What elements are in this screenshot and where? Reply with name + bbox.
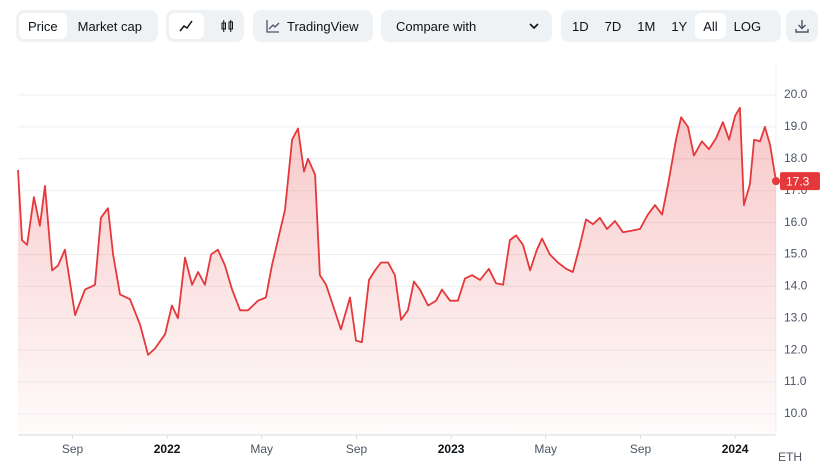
range-button[interactable]: LOG [733, 18, 762, 34]
download-icon [795, 20, 809, 33]
compare-label: Compare with [396, 18, 477, 34]
y-tick-label: 20.0 [784, 87, 808, 101]
x-tick-label: 2024 [722, 442, 749, 456]
area [18, 107, 776, 436]
x-tick-label: Sep [62, 442, 84, 456]
last-point [772, 177, 780, 186]
candle-chart-button[interactable] [210, 13, 245, 39]
y-tick-label: 12.0 [784, 342, 808, 356]
range-button[interactable]: 1Y [671, 18, 688, 34]
line-icon [179, 20, 193, 32]
x-tick-label: May [250, 442, 273, 456]
compare-dropdown[interactable]: Compare with [381, 10, 552, 42]
y-tick-label: 10.0 [784, 406, 808, 420]
y-tick-label: 13.0 [784, 310, 808, 324]
price-line [17, 106, 777, 356]
chart-style-toggle [166, 10, 244, 42]
y-tick-label: 11.0 [784, 374, 807, 388]
price-tag [780, 172, 820, 191]
tradingview-label: TradingView [287, 18, 359, 34]
chevron-icon [529, 23, 539, 30]
range-button[interactable]: 1M [637, 18, 656, 34]
price-button[interactable]: Price [19, 13, 67, 39]
range-selector: 1D 7D 1M 1Y All LOG [561, 10, 781, 42]
range-button[interactable]: All [695, 13, 726, 39]
y-tick-label: 16.0 [784, 215, 808, 229]
tradingview-button[interactable]: TradingView [253, 10, 373, 42]
price-tag-label: 17.3 [786, 174, 810, 188]
range-button[interactable]: 7D [604, 18, 622, 34]
y-tick-label: 19.0 [784, 119, 808, 133]
y-tick-label: 14.0 [784, 279, 808, 293]
y-tick-label: 15.0 [784, 247, 808, 261]
tradingview-icon [266, 20, 280, 33]
x-tick-label: 2023 [438, 442, 465, 456]
download-button[interactable] [786, 10, 818, 42]
range-button[interactable]: 1D [572, 18, 589, 34]
x-tick-label: 2022 [154, 442, 181, 456]
view-toggle: Price Market cap [16, 10, 158, 42]
candle-icon [221, 20, 233, 32]
x-tick-label: Sep [630, 442, 652, 456]
unit-label: ETH [778, 450, 802, 464]
line-chart-button[interactable] [169, 13, 204, 39]
market-cap-button[interactable]: Market cap [77, 18, 142, 34]
x-tick-label: Sep [346, 442, 368, 456]
x-tick-label: May [534, 442, 557, 456]
y-tick-label: 18.0 [784, 151, 808, 165]
